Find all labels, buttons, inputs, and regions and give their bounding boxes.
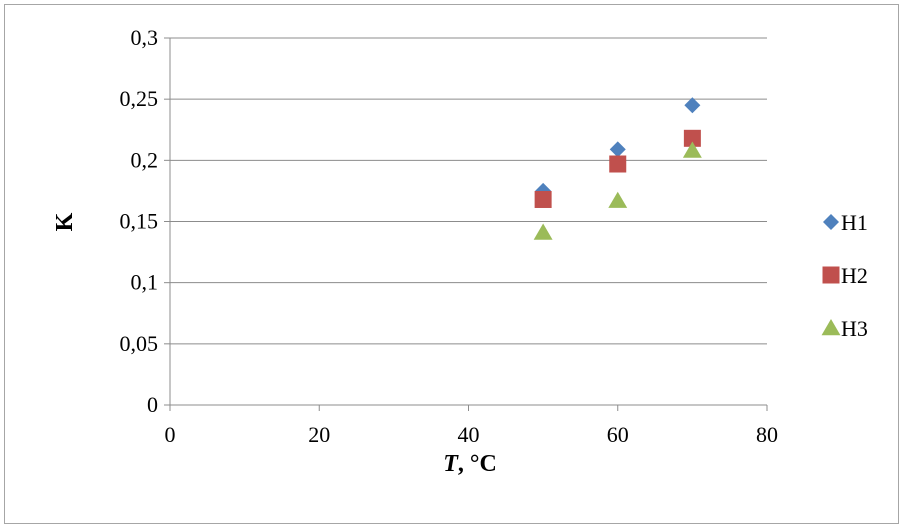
data-point-h2 xyxy=(683,129,701,147)
y-tick-label: 0,2 xyxy=(131,147,159,172)
y-tick-label: 0,05 xyxy=(120,331,159,356)
data-point-h1 xyxy=(609,141,626,158)
legend: H1 H2 H3 xyxy=(821,210,868,341)
x-tick-label: 60 xyxy=(607,422,629,447)
tick-labels: 0 0,05 0,1 0,15 0,2 0,25 0,3 0 20 40 60 80 xyxy=(120,25,779,447)
data-point-h3 xyxy=(533,223,553,240)
x-axis-title: T, °C xyxy=(443,451,497,477)
grid-lines xyxy=(170,37,767,345)
data-point-h3 xyxy=(682,141,702,158)
x-axis-title-symbol: T xyxy=(443,451,459,477)
axes xyxy=(164,37,768,411)
y-tick-label: 0,3 xyxy=(131,25,159,50)
data-point-h1 xyxy=(684,97,701,114)
x-tick-label: 40 xyxy=(458,422,480,447)
legend-label-h3: H3 xyxy=(841,316,868,341)
legend-marker-h1 xyxy=(823,214,839,230)
y-tick-label: 0,15 xyxy=(120,209,159,234)
x-tick-label: 0 xyxy=(165,422,176,447)
legend-marker-h3 xyxy=(821,319,841,336)
x-tick-label: 80 xyxy=(756,422,778,447)
y-tick-label: 0,1 xyxy=(131,270,159,295)
data-point-h3 xyxy=(608,191,628,208)
x-tick-label: 20 xyxy=(308,422,330,447)
legend-label-h2: H2 xyxy=(841,263,868,288)
data-point-h2 xyxy=(534,190,552,208)
x-axis-title-unit: , °C xyxy=(458,451,497,477)
data-points xyxy=(533,97,702,240)
chart-frame xyxy=(4,4,899,524)
data-point-h2 xyxy=(609,155,627,173)
legend-marker-h2 xyxy=(822,266,840,284)
y-tick-label: 0 xyxy=(147,392,158,417)
legend-label-h1: H1 xyxy=(841,210,868,235)
y-tick-label: 0,25 xyxy=(120,86,159,111)
y-axis-title: K xyxy=(52,212,78,231)
